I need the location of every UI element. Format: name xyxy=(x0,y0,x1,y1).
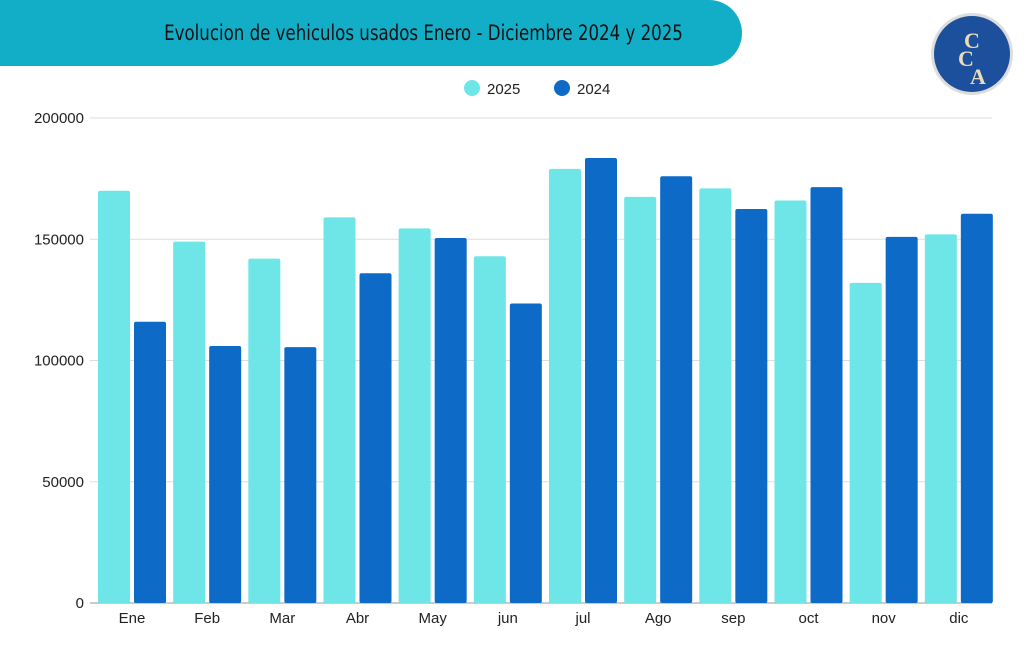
bar-2025-May xyxy=(398,228,431,603)
x-tick-label: jul xyxy=(574,610,590,627)
bar-2025-Ene xyxy=(98,190,130,603)
bar-2024-Abr xyxy=(359,273,392,603)
bar-2025-sep xyxy=(699,188,732,603)
x-tick-label: dic xyxy=(949,610,969,627)
x-tick-label: oct xyxy=(798,610,819,627)
legend-marker-2025 xyxy=(464,80,480,96)
bar-2024-sep xyxy=(735,208,768,603)
svg-text:A: A xyxy=(970,64,986,89)
x-tick-label: jun xyxy=(497,610,518,627)
bar-2024-oct xyxy=(810,187,843,604)
x-tick-label: Ene xyxy=(119,610,146,627)
cca-logo: C C A xyxy=(931,13,1013,95)
x-tick-label: Mar xyxy=(269,610,295,627)
bar-2024-nov xyxy=(885,236,918,603)
bar-2024-May xyxy=(434,238,467,603)
bar-2025-jun xyxy=(473,256,506,603)
bar-2025-dic xyxy=(924,234,957,603)
bar-2024-Mar xyxy=(284,347,317,603)
bar-2025-Ago xyxy=(624,196,657,603)
bar-2025-jul xyxy=(549,168,581,604)
y-tick-label: 200000 xyxy=(34,110,84,127)
legend-label: 2025 xyxy=(487,81,520,98)
bar-2025-oct xyxy=(774,200,807,603)
bar-2025-nov xyxy=(849,282,882,603)
x-tick-label: Abr xyxy=(346,610,369,627)
bar-2025-Mar xyxy=(248,258,281,603)
svg-text:C: C xyxy=(958,46,974,71)
bar-2024-Ene xyxy=(134,321,166,603)
bar-2024-jul xyxy=(585,158,617,603)
y-tick-label: 100000 xyxy=(34,353,84,370)
x-tick-label: Ago xyxy=(645,610,672,627)
x-tick-label: Feb xyxy=(194,610,220,627)
bar-2024-jun xyxy=(509,303,542,603)
bar-2025-Abr xyxy=(323,217,356,604)
x-tick-label: nov xyxy=(872,610,897,627)
chart-title: Evolucion de vehiculos usados Enero - Di… xyxy=(164,21,684,45)
x-tick-label: sep xyxy=(721,610,745,627)
bar-2024-Feb xyxy=(209,345,242,603)
title-banner: Evolucion de vehiculos usados Enero - Di… xyxy=(0,0,742,66)
y-tick-label: 0 xyxy=(76,595,84,612)
legend-marker-2024 xyxy=(554,80,570,96)
bar-2024-dic xyxy=(960,213,993,603)
bar-2024-Ago xyxy=(660,176,693,603)
y-tick-label: 150000 xyxy=(34,231,84,248)
legend-label: 2024 xyxy=(577,81,610,98)
bar-2025-Feb xyxy=(173,241,206,604)
y-tick-label: 50000 xyxy=(42,474,84,491)
svg-text:C: C xyxy=(964,28,980,53)
x-tick-label: May xyxy=(418,610,447,627)
